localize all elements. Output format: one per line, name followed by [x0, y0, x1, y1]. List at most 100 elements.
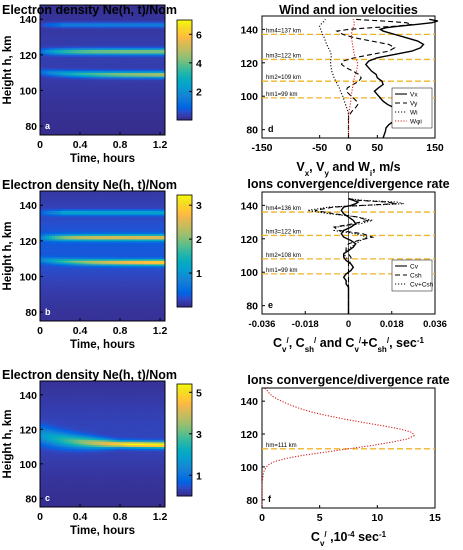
- heatmap-cell: [40, 45, 44, 49]
- heatmap-cell: [141, 127, 145, 131]
- heatmap-cell: [96, 253, 100, 256]
- heatmap-cell: [60, 249, 65, 252]
- heatmap-cell: [93, 296, 97, 299]
- heatmap-cell: [147, 47, 151, 50]
- heatmap-cell: [105, 126, 109, 129]
- heatmap-cell: [105, 21, 109, 24]
- heatmap-cell: [48, 288, 53, 292]
- heatmap-cell: [84, 65, 89, 68]
- heatmap-cell: [159, 49, 163, 52]
- heatmap-cell: [60, 113, 65, 116]
- heatmap-cell: [108, 19, 112, 22]
- colorbar-frame: [176, 19, 193, 121]
- heatmap-cell: [51, 70, 56, 74]
- heatmap-cell: [93, 256, 97, 260]
- heatmap-cell: [150, 101, 154, 104]
- heatmap-cell: [84, 45, 89, 49]
- heatmap-cell: [132, 74, 136, 77]
- heatmap-cell: [78, 10, 83, 13]
- heatmap-cell: [48, 6, 53, 9]
- heatmap-cell: [126, 94, 130, 97]
- heatmap-cell: [78, 192, 83, 195]
- heatmap-cell: [75, 65, 80, 68]
- heatmap-cell: [69, 6, 74, 9]
- heatmap-cell: [141, 51, 145, 54]
- heatmap-cell: [40, 297, 44, 301]
- y-tick-label: 100: [19, 85, 37, 97]
- heatmap-cell: [45, 237, 50, 240]
- heatmap-cell: [51, 217, 56, 220]
- heatmap-cell: [135, 10, 139, 13]
- heatmap-cell: [114, 296, 118, 299]
- heatmap-cell: [96, 17, 100, 20]
- heatmap-cell: [153, 58, 157, 61]
- heatmap-cell: [162, 122, 166, 125]
- heatmap-cell: [69, 76, 74, 79]
- heatmap-cell: [153, 101, 157, 104]
- heatmap-cell: [102, 258, 106, 261]
- heatmap-cell: [129, 17, 133, 20]
- heatmap-cell: [105, 5, 109, 8]
- heatmap-cell: [60, 88, 65, 91]
- heatmap-cell: [123, 78, 127, 81]
- heatmap-cell: [42, 315, 47, 318]
- heatmap-cell: [87, 299, 91, 302]
- heatmap-cell: [96, 203, 100, 206]
- heatmap-cell: [69, 191, 74, 194]
- heatmap-cell: [96, 72, 100, 75]
- heatmap-cell: [45, 312, 50, 315]
- heatmap-cell: [93, 31, 97, 34]
- heatmap-cell: [108, 297, 112, 301]
- heatmap-cell: [72, 231, 77, 235]
- heatmap-cell: [150, 85, 154, 88]
- heatmap-cell: [162, 78, 166, 81]
- heatmap-cell: [93, 271, 97, 274]
- heatmap-cell: [63, 281, 68, 284]
- heatmap-cell: [45, 214, 50, 217]
- heatmap-cell: [96, 83, 100, 86]
- heatmap-cell: [69, 317, 74, 320]
- heatmap-cell: [99, 74, 103, 77]
- heatmap-cell: [150, 74, 154, 77]
- heatmap-cell: [51, 203, 56, 206]
- heatmap-cell: [69, 208, 74, 211]
- heatmap-cell: [66, 104, 71, 107]
- heatmap-cell: [150, 58, 154, 61]
- heatmap-cell: [78, 297, 83, 301]
- heatmap-cell: [60, 237, 65, 240]
- heatmap-cell: [42, 230, 47, 233]
- heatmap-cell: [117, 31, 121, 34]
- heatmap-cell: [66, 267, 71, 270]
- heatmap-cell: [69, 319, 74, 322]
- heatmap-cell: [84, 92, 89, 95]
- heatmap-cell: [93, 255, 97, 258]
- colorbar-band: [177, 53, 192, 56]
- heatmap-cell: [84, 124, 89, 127]
- heatmap-cell: [93, 106, 97, 109]
- heatmap-cell: [90, 203, 94, 206]
- heatmap-cell: [78, 272, 83, 276]
- heatmap-cell: [135, 95, 139, 98]
- heatmap-cell: [69, 12, 74, 15]
- heatmap-cell: [99, 72, 103, 75]
- heatmap-cell: [99, 212, 103, 215]
- heatmap-cell: [48, 303, 53, 306]
- heatmap-cell: [60, 131, 65, 134]
- heatmap-cell: [78, 294, 83, 297]
- heatmap-cell: [51, 92, 56, 95]
- heatmap-cell: [108, 26, 112, 29]
- heatmap-cell: [40, 294, 44, 297]
- heatmap-cell: [111, 5, 115, 8]
- heatmap-cell: [144, 118, 148, 122]
- heatmap-cell: [141, 40, 145, 43]
- heatmap-cell: [66, 8, 71, 11]
- heatmap-cell: [102, 304, 106, 308]
- heatmap-cell: [60, 51, 65, 54]
- heatmap-cell: [75, 223, 80, 226]
- heatmap-cell: [54, 35, 59, 38]
- heatmap-cell: [141, 63, 145, 66]
- heatmap-cell: [69, 242, 74, 245]
- heatmap-cell: [87, 78, 91, 81]
- heatmap-cell: [57, 24, 62, 27]
- heatmap-cell: [159, 19, 163, 22]
